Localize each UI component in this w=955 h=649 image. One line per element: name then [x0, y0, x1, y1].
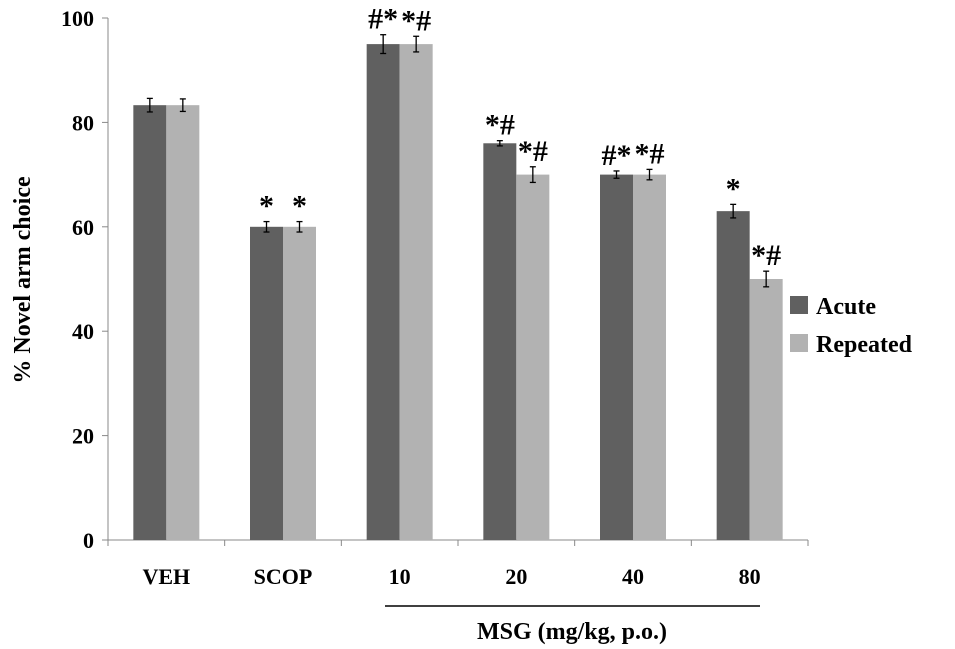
- bar-acute: [483, 143, 517, 540]
- y-tick-label: 20: [72, 424, 94, 449]
- bar-acute: [716, 211, 750, 540]
- significance-marker: *: [259, 190, 274, 223]
- significance-marker: *#: [401, 4, 431, 37]
- significance-marker: *#: [485, 109, 515, 142]
- x-tick-label: VEH: [142, 564, 190, 589]
- legend-swatch-repeated: [790, 334, 808, 352]
- x-tick-label: 20: [505, 564, 527, 589]
- significance-marker: *: [726, 172, 741, 205]
- significance-marker: #*: [602, 139, 632, 172]
- y-tick-label: 60: [72, 215, 94, 240]
- bar-repeated: [283, 226, 316, 541]
- x-tick-label: 80: [739, 564, 761, 589]
- bar-repeated: [516, 174, 550, 540]
- x-tick-label: 40: [622, 564, 644, 589]
- significance-marker: *: [292, 190, 307, 223]
- y-tick-label: 0: [83, 528, 94, 553]
- bar-acute: [250, 226, 283, 541]
- bar-repeated: [749, 279, 783, 540]
- significance-marker: *#: [751, 239, 781, 272]
- y-tick-label: 40: [72, 319, 94, 344]
- bar-repeated: [399, 44, 433, 540]
- bar-repeated: [633, 174, 666, 540]
- legend-label-repeated: Repeated: [816, 332, 913, 358]
- bar-acute: [366, 44, 400, 540]
- bar-repeated: [166, 105, 200, 540]
- group-label: MSG (mg/kg, p.o.): [477, 619, 667, 645]
- bar-acute: [133, 105, 167, 540]
- bar-acute: [600, 174, 633, 540]
- legend-label-acute: Acute: [816, 294, 876, 320]
- x-tick-label: SCOP: [254, 564, 313, 589]
- y-tick-label: 100: [61, 6, 94, 31]
- y-axis-label: % Novel arm choice: [10, 176, 36, 384]
- y-tick-label: 80: [72, 110, 94, 135]
- x-tick-label: 10: [389, 564, 411, 589]
- legend-swatch-acute: [790, 296, 808, 314]
- significance-marker: *#: [518, 135, 548, 168]
- significance-marker: #*: [368, 3, 398, 36]
- significance-marker: *#: [635, 137, 665, 170]
